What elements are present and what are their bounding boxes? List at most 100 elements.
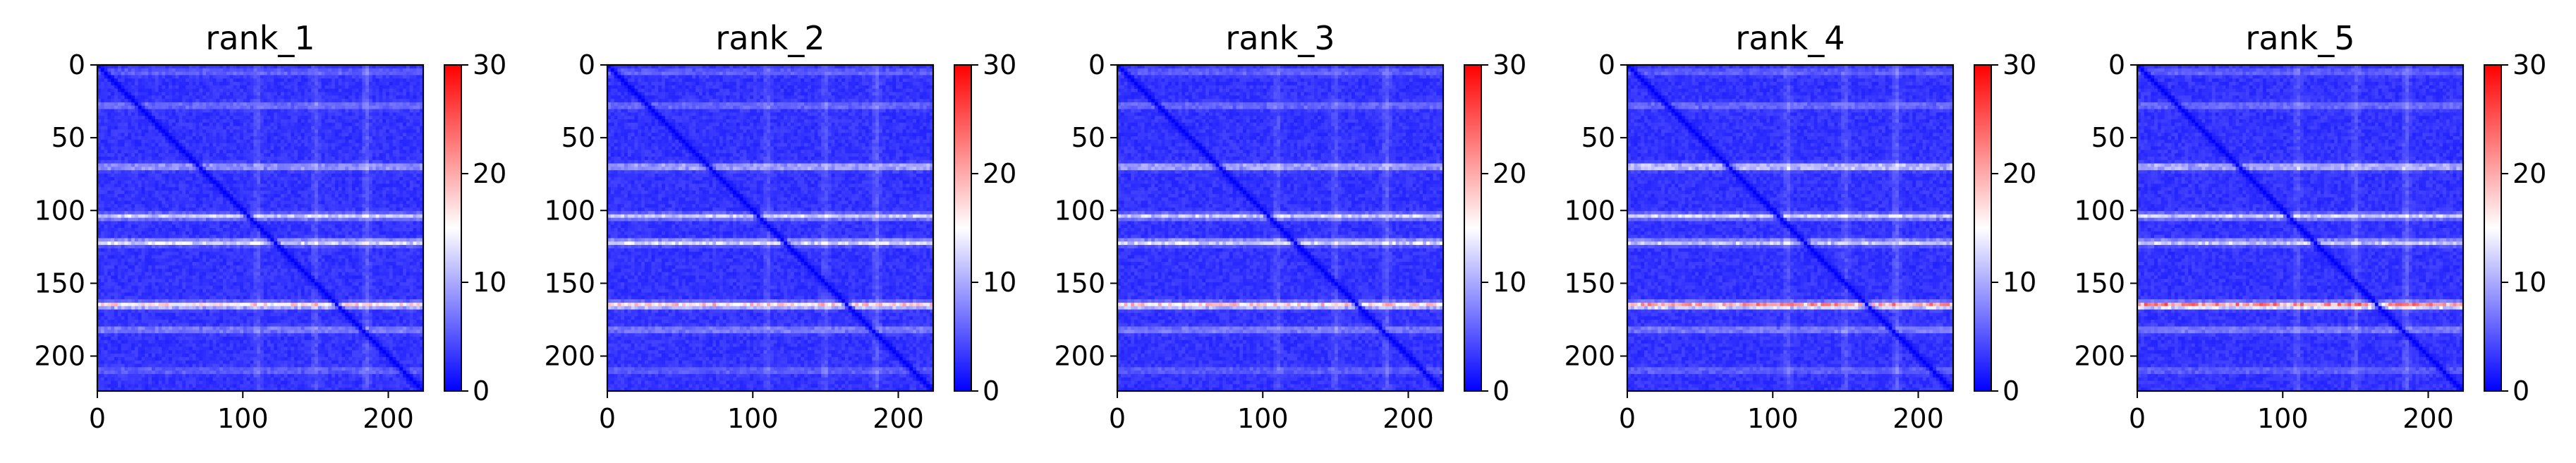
- heatmap-cell: [298, 112, 301, 116]
- heatmap-cell: [107, 78, 111, 82]
- heatmap-cell: [176, 106, 179, 109]
- heatmap-cell: [114, 75, 118, 78]
- heatmap-cell: [128, 109, 131, 113]
- heatmap-cell: [253, 85, 257, 89]
- heatmap-cell: [128, 95, 131, 99]
- heatmap-cell: [128, 112, 131, 116]
- heatmap-cell: [111, 85, 114, 89]
- heatmap-cell: [386, 99, 389, 102]
- heatmap-cell: [291, 82, 294, 85]
- heatmap-cell: [318, 75, 322, 78]
- heatmap-cell: [328, 72, 332, 76]
- heatmap-cell: [305, 123, 308, 126]
- heatmap-cell: [382, 68, 386, 72]
- heatmap-cell: [128, 119, 131, 123]
- heatmap-cell: [277, 92, 281, 96]
- heatmap-cell: [148, 72, 152, 76]
- heatmap-cell: [213, 99, 217, 102]
- heatmap-cell: [315, 126, 318, 130]
- heatmap-cell: [260, 95, 264, 99]
- heatmap-cell: [369, 82, 372, 85]
- heatmap-cell: [206, 78, 209, 82]
- heatmap-cell: [172, 72, 176, 76]
- heatmap-cell: [257, 102, 260, 106]
- heatmap-cell: [186, 92, 189, 96]
- heatmap-cell: [138, 68, 142, 72]
- heatmap-cell: [260, 116, 264, 119]
- heatmap-cell: [270, 68, 274, 72]
- heatmap-cell: [281, 102, 284, 106]
- heatmap-cell: [138, 109, 142, 113]
- heatmap-cell: [413, 116, 417, 119]
- heatmap-cell: [250, 119, 254, 123]
- heatmap-cell: [294, 126, 298, 130]
- heatmap-cell: [305, 72, 308, 76]
- heatmap-cell: [253, 119, 257, 123]
- heatmap-cell: [172, 109, 176, 113]
- heatmap-cell: [125, 95, 128, 99]
- heatmap-cell: [247, 99, 250, 102]
- heatmap-cell: [159, 72, 162, 76]
- heatmap-cell: [305, 82, 308, 85]
- heatmap-cell: [223, 116, 226, 119]
- heatmap-cell: [219, 92, 223, 96]
- heatmap-cell: [128, 75, 131, 78]
- heatmap-cell: [318, 78, 322, 82]
- heatmap-cell: [345, 109, 348, 113]
- heatmap-cell: [236, 112, 240, 116]
- heatmap-cell: [305, 116, 308, 119]
- heatmap-cell: [142, 112, 145, 116]
- heatmap-cell: [335, 72, 339, 76]
- heatmap-cell: [138, 119, 142, 123]
- heatmap-cell: [274, 116, 277, 119]
- heatmap-cell: [376, 68, 379, 72]
- heatmap-cell: [114, 112, 118, 116]
- heatmap-cell: [250, 75, 254, 78]
- heatmap-cell: [359, 72, 363, 76]
- heatmap-cell: [332, 92, 335, 96]
- heatmap-cell: [155, 85, 159, 89]
- heatmap-cell: [339, 126, 342, 130]
- heatmap-cell: [315, 82, 318, 85]
- heatmap-cell: [264, 126, 267, 130]
- heatmap-cell: [315, 112, 318, 116]
- heatmap-cell: [291, 99, 294, 102]
- heatmap-cell: [318, 112, 322, 116]
- heatmap-cell: [376, 75, 379, 78]
- heatmap-cell: [145, 109, 148, 113]
- heatmap-cell: [416, 112, 420, 116]
- heatmap-cell: [410, 126, 413, 130]
- heatmap-cell: [152, 75, 155, 78]
- heatmap-cell: [236, 68, 240, 72]
- heatmap-cell: [155, 75, 159, 78]
- heatmap-cell: [145, 85, 148, 89]
- heatmap-cell: [209, 109, 213, 113]
- heatmap-cell: [396, 123, 400, 126]
- heatmap-cell: [138, 82, 142, 85]
- heatmap-cell: [233, 78, 237, 82]
- heatmap-cell: [264, 99, 267, 102]
- heatmap-cell: [111, 112, 114, 116]
- heatmap-cell: [101, 92, 104, 96]
- heatmap-cell: [223, 112, 226, 116]
- heatmap-cell: [155, 89, 159, 92]
- heatmap-cell: [233, 119, 237, 123]
- heatmap-cell: [339, 116, 342, 119]
- heatmap-cell: [298, 99, 301, 102]
- heatmap-cell: [301, 89, 305, 92]
- heatmap-cell: [403, 123, 406, 126]
- heatmap-cell: [223, 82, 226, 85]
- heatmap-cell: [281, 72, 284, 76]
- heatmap-cell: [142, 92, 145, 96]
- heatmap-cell: [179, 102, 183, 106]
- heatmap-cell: [189, 99, 193, 102]
- heatmap-cell: [396, 85, 400, 89]
- heatmap-cell: [233, 68, 237, 72]
- heatmap-cell: [193, 89, 196, 92]
- heatmap-cell: [128, 116, 131, 119]
- heatmap-cell: [169, 78, 172, 82]
- heatmap-cell: [322, 78, 325, 82]
- heatmap-cell: [386, 89, 389, 92]
- heatmap-cell: [202, 85, 206, 89]
- heatmap-cell: [264, 68, 267, 72]
